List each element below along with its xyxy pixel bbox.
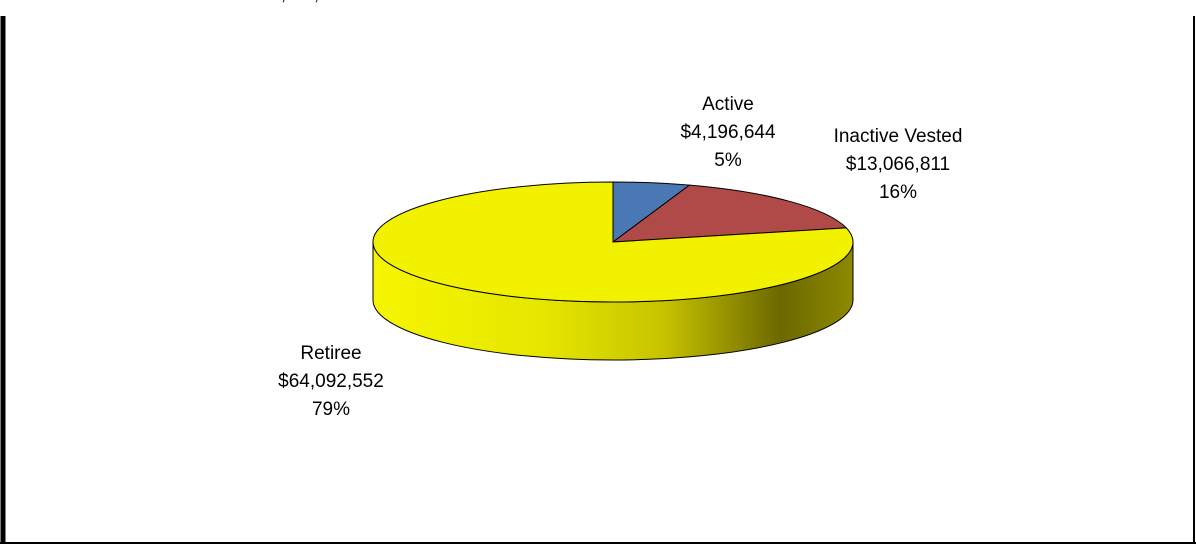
label-retiree-percent: 79% (312, 399, 350, 420)
label-inactive-vested-name: Inactive Vested (834, 126, 963, 147)
pie-chart: Active $4,196,644 5% Inactive Vested $13… (0, 16, 1196, 544)
label-active: Active $4,196,644 5% (680, 94, 776, 171)
label-retiree-value: $64,092,552 (278, 371, 384, 392)
label-retiree: Retiree $64,092,552 79% (278, 343, 384, 420)
clipped-header-label: … , … , … (258, 0, 342, 4)
label-active-value: $4,196,644 (680, 122, 776, 143)
chart-frame: Active $4,196,644 5% Inactive Vested $13… (0, 16, 1196, 544)
pie-slice-retiree (372, 181, 854, 303)
label-inactive-vested-percent: 16% (879, 182, 917, 203)
pie-slices (372, 181, 854, 303)
clipped-header-text: … , … , … (0, 0, 1196, 4)
label-active-name: Active (702, 94, 754, 115)
label-inactive-vested-value: $13,066,811 (846, 154, 950, 175)
label-retiree-name: Retiree (300, 343, 361, 364)
label-inactive-vested: Inactive Vested $13,066,811 16% (834, 126, 963, 203)
label-active-percent: 5% (714, 150, 742, 171)
pie-slice-inactive-vested (611, 184, 848, 243)
